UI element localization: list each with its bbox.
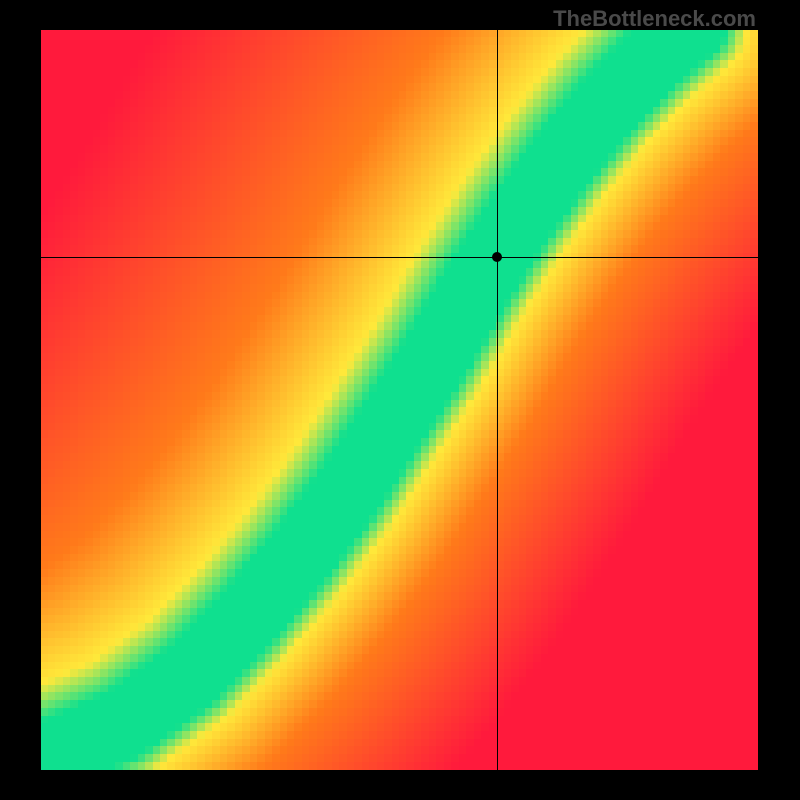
crosshair-horizontal bbox=[41, 257, 758, 258]
crosshair-marker-dot bbox=[492, 252, 502, 262]
bottleneck-heatmap bbox=[41, 30, 758, 770]
watermark-text: TheBottleneck.com bbox=[553, 6, 756, 32]
crosshair-vertical bbox=[497, 30, 498, 770]
